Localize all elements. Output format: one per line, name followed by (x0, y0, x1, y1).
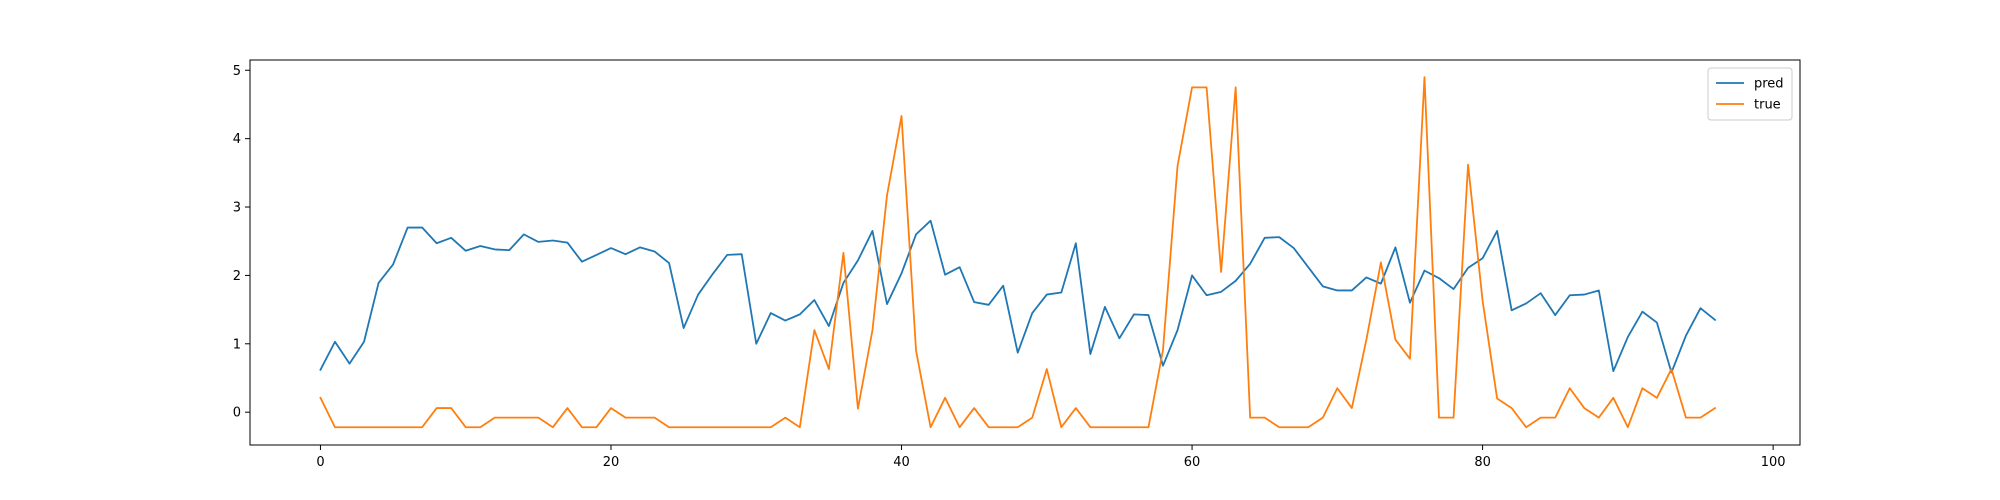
x-tick-label: 60 (1184, 455, 1201, 470)
y-axis: 0 1 2 3 4 5 (233, 64, 250, 421)
y-tick-label: 0 (233, 406, 241, 421)
y-tick-label: 3 (233, 201, 241, 216)
legend: pred true (1707, 67, 1793, 121)
y-tick-label: 2 (233, 269, 241, 284)
x-tick-label: 100 (1761, 455, 1786, 470)
x-tick-label: 20 (603, 455, 620, 470)
legend-label-pred: pred (1754, 77, 1784, 92)
legend-label-true: true (1754, 98, 1781, 113)
x-axis: 0 20 40 60 80 100 (316, 445, 1786, 470)
legend-box (1707, 67, 1793, 121)
series-layer (319, 76, 1717, 429)
series-line-pred (319, 219, 1717, 374)
y-tick-label: 5 (233, 64, 241, 79)
x-tick-label: 0 (316, 455, 324, 470)
y-tick-label: 4 (233, 132, 241, 147)
y-tick-label: 1 (233, 337, 241, 352)
x-tick-label: 40 (893, 455, 910, 470)
series-line-true (319, 76, 1717, 429)
x-tick-label: 80 (1474, 455, 1491, 470)
axes-frame (249, 59, 1801, 446)
